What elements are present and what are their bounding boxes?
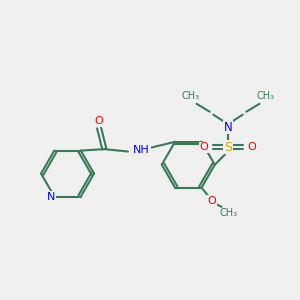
Text: O: O xyxy=(95,116,103,127)
Text: S: S xyxy=(224,141,232,154)
Text: N: N xyxy=(224,121,233,134)
Text: O: O xyxy=(248,142,256,152)
Text: N: N xyxy=(46,191,55,202)
Text: CH₃: CH₃ xyxy=(182,91,200,100)
Text: CH₃: CH₃ xyxy=(220,208,238,218)
Text: O: O xyxy=(200,142,208,152)
Text: NH: NH xyxy=(133,145,150,155)
Text: CH₃: CH₃ xyxy=(256,91,274,100)
Text: O: O xyxy=(208,196,216,206)
